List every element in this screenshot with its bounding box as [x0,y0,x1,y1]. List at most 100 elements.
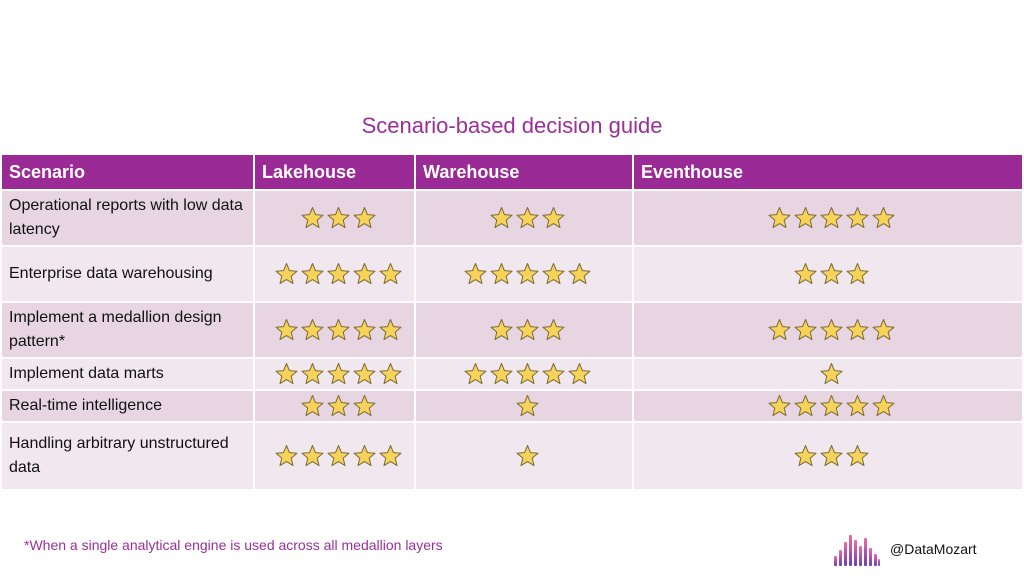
table-header-row: Scenario Lakehouse Warehouse Eventhouse [2,155,1022,190]
rating-cell-lakehouse [254,389,416,422]
star-icon [489,362,514,386]
star-icon [352,362,377,386]
star-icon [541,262,566,286]
brand: @DataMozart [833,532,977,566]
star-icon [300,362,325,386]
star-icon [793,444,818,468]
header-scenario: Scenario [2,155,255,190]
rating-cell-warehouse [415,301,634,358]
rating-cell-eventhouse [633,245,1022,302]
star-icon [378,318,403,342]
rating-cell-warehouse [415,357,634,390]
rating-cell-eventhouse [633,189,1022,246]
table-row: Operational reports with low data latenc… [2,189,1022,246]
star-icon [819,394,844,418]
star-icon [845,206,870,230]
header-warehouse: Warehouse [415,155,634,190]
star-icon [515,318,540,342]
star-icon [378,444,403,468]
star-icon [352,262,377,286]
rating-cell-eventhouse [633,421,1022,489]
star-icon [326,394,351,418]
decision-table: Scenario Lakehouse Warehouse Eventhouse … [2,155,1022,489]
rating-cell-warehouse [415,389,634,422]
star-icon [793,318,818,342]
star-icon [871,318,896,342]
star-icon [793,206,818,230]
star-icon [541,206,566,230]
star-icon [274,262,299,286]
table-row: Implement data marts [2,357,1022,390]
star-icon [515,262,540,286]
scenario-cell: Implement data marts [2,357,255,390]
footnote: *When a single analytical engine is used… [24,537,443,553]
scenario-cell: Implement a medallion design pattern* [2,301,255,358]
star-icon [300,394,325,418]
star-icon [378,262,403,286]
star-icon [326,262,351,286]
header-eventhouse: Eventhouse [633,155,1022,190]
star-icon [793,394,818,418]
star-icon [352,444,377,468]
star-icon [819,318,844,342]
scenario-cell: Handling arbitrary unstructured data [2,421,255,489]
star-icon [300,444,325,468]
star-icon [567,262,592,286]
table-row: Handling arbitrary unstructured data [2,421,1022,489]
star-icon [819,206,844,230]
star-icon [463,362,488,386]
rating-cell-warehouse [415,245,634,302]
star-icon [767,318,792,342]
rating-cell-eventhouse [633,389,1022,422]
star-icon [489,262,514,286]
equalizer-logo-icon [834,535,880,566]
star-icon [326,318,351,342]
star-icon [845,394,870,418]
header-lakehouse: Lakehouse [254,155,416,190]
star-icon [541,362,566,386]
rating-cell-lakehouse [254,189,416,246]
rating-cell-eventhouse [633,301,1022,358]
star-icon [793,262,818,286]
star-icon [819,262,844,286]
brand-handle: @DataMozart [890,541,977,557]
page-title: Scenario-based decision guide [361,113,663,138]
star-icon [463,262,488,286]
star-icon [541,318,566,342]
star-icon [274,362,299,386]
star-icon [871,394,896,418]
star-icon [819,444,844,468]
star-icon [819,362,844,386]
rating-cell-warehouse [415,189,634,246]
star-icon [300,262,325,286]
table-row: Implement a medallion design pattern* [2,301,1022,358]
star-icon [845,262,870,286]
star-icon [326,362,351,386]
star-icon [767,206,792,230]
rating-cell-lakehouse [254,421,416,489]
rating-cell-lakehouse [254,357,416,390]
star-icon [274,444,299,468]
star-icon [274,318,299,342]
rating-cell-warehouse [415,421,634,489]
star-icon [489,206,514,230]
table-row: Real-time intelligence [2,389,1022,422]
rating-cell-eventhouse [633,357,1022,390]
star-icon [326,206,351,230]
star-icon [871,206,896,230]
star-icon [845,318,870,342]
star-icon [845,444,870,468]
star-icon [515,444,540,468]
scenario-cell: Enterprise data warehousing [2,245,255,302]
star-icon [326,444,351,468]
star-icon [352,318,377,342]
rating-cell-lakehouse [254,301,416,358]
star-icon [515,394,540,418]
star-icon [352,394,377,418]
scenario-cell: Real-time intelligence [2,389,255,422]
star-icon [300,318,325,342]
star-icon [489,318,514,342]
star-icon [352,206,377,230]
rating-cell-lakehouse [254,245,416,302]
table-row: Enterprise data warehousing [2,245,1022,302]
